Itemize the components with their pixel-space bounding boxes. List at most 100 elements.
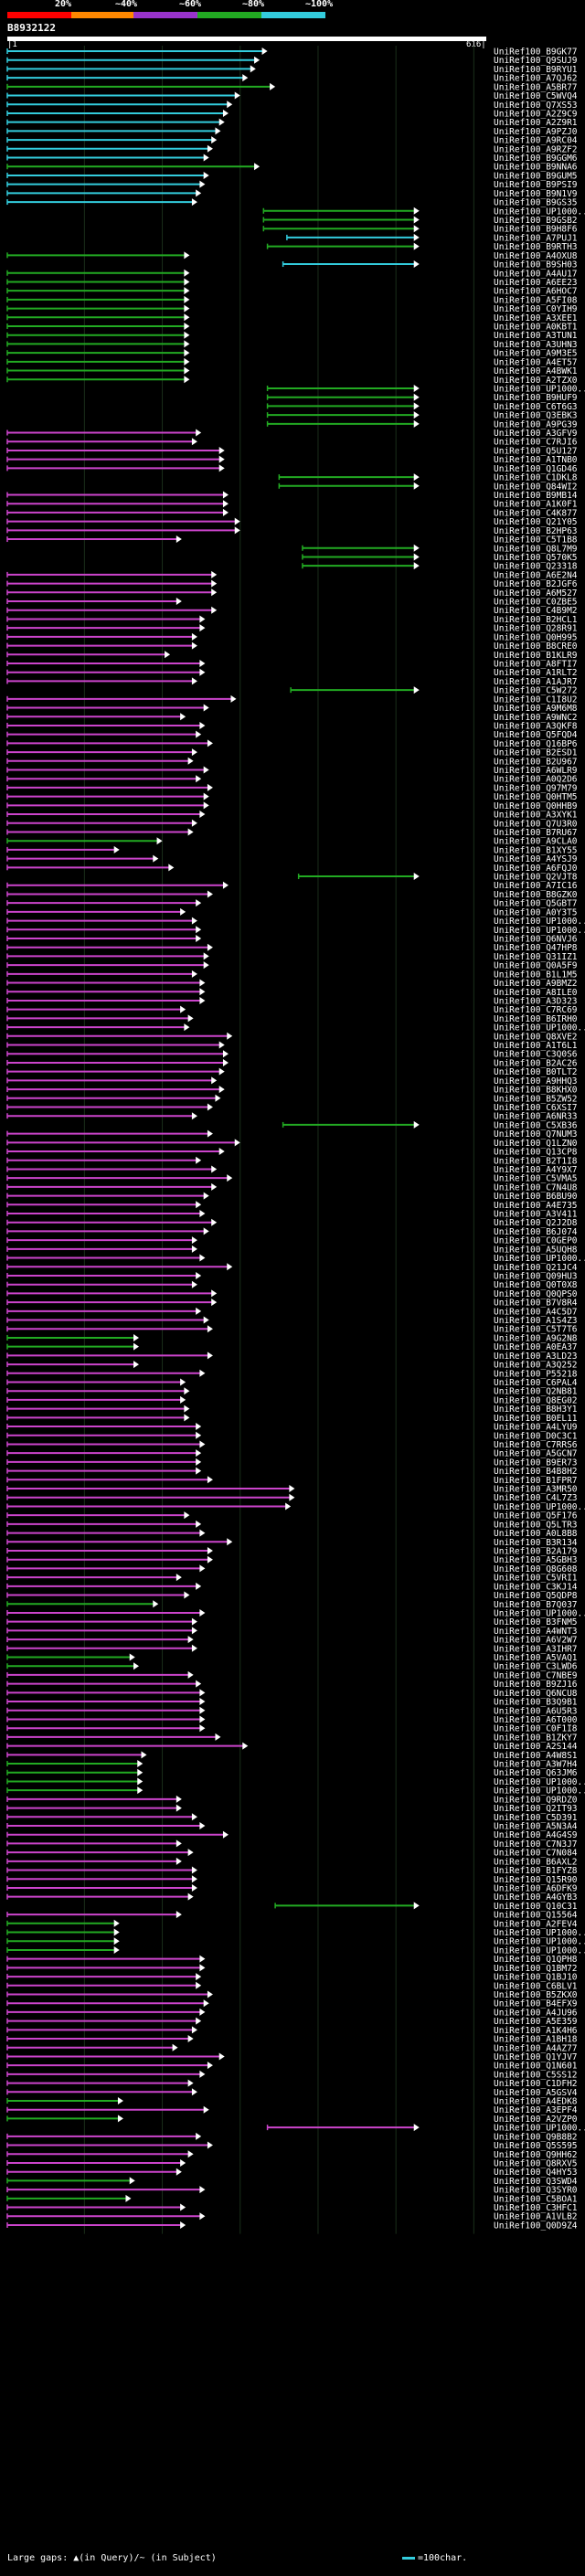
- hit-row[interactable]: UniRef100_A1BH18: [6, 2035, 578, 2045]
- hit-row[interactable]: UniRef100_A9PG39: [266, 419, 578, 429]
- hit-row[interactable]: UniRef100_Q15564: [6, 1911, 578, 1921]
- hit-label[interactable]: UniRef100_B9GS35: [494, 198, 578, 208]
- hit-row[interactable]: UniRef100_A3QKF8: [6, 721, 578, 731]
- hit-row[interactable]: UniRef100_B2T1I8: [6, 1156, 578, 1166]
- hit-label[interactable]: UniRef100_A3XEE1: [494, 313, 578, 323]
- hit-label[interactable]: UniRef100_Q8L7M9: [494, 544, 578, 554]
- hit-row[interactable]: UniRef100_A3Q252: [6, 1361, 578, 1371]
- hit-row[interactable]: UniRef100_B5ZKX0: [6, 1990, 578, 2000]
- hit-row[interactable]: UniRef100_Q21JC4: [6, 1263, 578, 1273]
- hit-row[interactable]: UniRef100_A4AU17: [6, 269, 578, 279]
- hit-row[interactable]: UniRef100_A1RLT2: [6, 668, 578, 678]
- hit-row[interactable]: UniRef100_A9WNC2: [6, 713, 578, 723]
- hit-row[interactable]: UniRef100_Q10C31: [274, 1902, 578, 1912]
- hit-row[interactable]: UniRef100_Q5S595: [6, 2141, 578, 2151]
- hit-label[interactable]: UniRef100_Q6NCU8: [494, 1689, 578, 1699]
- hit-row[interactable]: UniRef100_Q47HP8: [6, 943, 578, 953]
- hit-row[interactable]: UniRef100_Q1N601: [6, 2062, 578, 2072]
- hit-row[interactable]: UniRef100_Q1GD46: [6, 464, 578, 474]
- hit-label[interactable]: UniRef100_Q47HP8: [494, 943, 578, 953]
- hit-row[interactable]: UniRef100_UP1000...: [6, 1023, 585, 1034]
- hit-label[interactable]: UniRef100_B1L1M5: [494, 970, 578, 980]
- hit-label[interactable]: UniRef100_A4LYU9: [494, 1423, 578, 1433]
- hit-row[interactable]: UniRef100_C1DFH2: [6, 2079, 578, 2089]
- hit-row[interactable]: UniRef100_Q84WI2: [278, 482, 578, 492]
- hit-row[interactable]: UniRef100_B1XY55: [6, 845, 578, 855]
- hit-label[interactable]: UniRef100_A6HOC7: [494, 287, 578, 297]
- hit-label[interactable]: UniRef100_Q21JC4: [494, 1263, 578, 1273]
- hit-row[interactable]: UniRef100_A9RZF2: [6, 144, 578, 154]
- hit-label[interactable]: UniRef100_A5VAQ1: [494, 1653, 578, 1663]
- hit-label[interactable]: UniRef100_Q5LTR3: [494, 1520, 578, 1530]
- hit-row[interactable]: UniRef100_Q8EG02: [6, 1395, 578, 1405]
- hit-row[interactable]: UniRef100_B2HP63: [6, 526, 578, 536]
- hit-label[interactable]: UniRef100_A3XYK1: [494, 811, 578, 821]
- hit-label[interactable]: UniRef100_A4YSJ9: [494, 854, 578, 864]
- hit-row[interactable]: UniRef100_B7Q037: [6, 1600, 578, 1610]
- hit-row[interactable]: UniRef100_A1T6L1: [6, 1041, 578, 1051]
- hit-row[interactable]: UniRef100_C6PAL4: [6, 1378, 578, 1388]
- hit-label[interactable]: UniRef100_UP1000...: [494, 2124, 585, 2134]
- hit-row[interactable]: UniRef100_B9GK77: [6, 48, 578, 58]
- hit-row[interactable]: UniRef100_A4W8S1: [6, 1751, 578, 1761]
- hit-row[interactable]: UniRef100_C7NBE9: [6, 1670, 578, 1680]
- hit-row[interactable]: UniRef100_A4ET57: [6, 357, 578, 367]
- hit-label[interactable]: UniRef100_A9M6M8: [494, 704, 578, 714]
- hit-row[interactable]: UniRef100_C5T1B8: [6, 535, 578, 546]
- hit-row[interactable]: UniRef100_A7PUJ1: [286, 233, 578, 243]
- hit-row[interactable]: UniRef100_Q9B8B2: [6, 2132, 578, 2142]
- hit-row[interactable]: UniRef100_C5BOA1: [6, 2194, 578, 2204]
- hit-row[interactable]: UniRef100_C6XSI7: [6, 1103, 578, 1113]
- hit-row[interactable]: UniRef100_A0KBT1: [6, 323, 578, 333]
- hit-row[interactable]: UniRef100_B9H8F6: [262, 225, 578, 235]
- hit-label[interactable]: UniRef100_B3FNM5: [494, 1617, 578, 1627]
- hit-row[interactable]: UniRef100_A0Q2D6: [6, 775, 578, 785]
- hit-row[interactable]: UniRef100_Q0HTM5: [6, 792, 578, 802]
- hit-label[interactable]: UniRef100_C7N084: [494, 1849, 578, 1859]
- hit-label[interactable]: UniRef100_A9M3E5: [494, 349, 578, 359]
- hit-label[interactable]: UniRef100_B9ER73: [494, 1458, 578, 1468]
- hit-row[interactable]: UniRef100_B2A179: [6, 1546, 578, 1556]
- hit-row[interactable]: UniRef100_B2ESD1: [6, 748, 578, 758]
- hit-row[interactable]: UniRef100_B6AXL2: [6, 1857, 578, 1867]
- hit-row[interactable]: UniRef100_A4E735: [6, 1201, 578, 1211]
- hit-label[interactable]: UniRef100_A6V2W7: [494, 1636, 578, 1646]
- hit-label[interactable]: UniRef100_C1I8U2: [494, 694, 578, 705]
- hit-row[interactable]: UniRef100_Q3EBK3: [266, 411, 578, 421]
- hit-row[interactable]: UniRef100_A9G2N8: [6, 1333, 578, 1343]
- hit-label[interactable]: UniRef100_A6NR33: [494, 1112, 578, 1122]
- hit-row[interactable]: UniRef100_C3Q0S6: [6, 1050, 578, 1060]
- hit-row[interactable]: UniRef100_B9PSI9: [6, 180, 578, 190]
- hit-label[interactable]: UniRef100_A9G2N8: [494, 1333, 578, 1343]
- hit-label[interactable]: UniRef100_B9RYU1: [494, 65, 578, 75]
- hit-row[interactable]: UniRef100_B3R134: [6, 1538, 578, 1548]
- hit-label[interactable]: UniRef100_A4OXU8: [494, 251, 578, 261]
- hit-label[interactable]: UniRef100_B9MB14: [494, 491, 578, 501]
- hit-row[interactable]: UniRef100_UP1000...: [6, 1945, 585, 1956]
- hit-label[interactable]: UniRef100_Q9RDZ0: [494, 1795, 578, 1805]
- hit-label[interactable]: UniRef100_UP1000...: [494, 1023, 585, 1034]
- hit-label[interactable]: UniRef100_Q3SWD4: [494, 2177, 578, 2187]
- hit-label[interactable]: UniRef100_C6PAL4: [494, 1378, 578, 1388]
- hit-row[interactable]: UniRef100_A9M6M8: [6, 704, 578, 714]
- hit-row[interactable]: UniRef100_C3KJ14: [6, 1582, 578, 1592]
- hit-label[interactable]: UniRef100_A7IC16: [494, 881, 578, 891]
- hit-label[interactable]: UniRef100_Q8G608: [494, 1564, 578, 1574]
- hit-label[interactable]: UniRef100_Q09HU3: [494, 1271, 578, 1281]
- hit-row[interactable]: UniRef100_A0Y3T5: [6, 907, 578, 917]
- hit-row[interactable]: UniRef100_A6E2N4: [6, 570, 578, 580]
- hit-row[interactable]: UniRef100_B1FYZ8: [6, 1866, 578, 1876]
- hit-row[interactable]: UniRef100_Q9RDZ0: [6, 1795, 578, 1805]
- hit-row[interactable]: UniRef100_Q15R90: [6, 1875, 578, 1885]
- hit-label[interactable]: UniRef100_A4C5D7: [494, 1307, 578, 1317]
- hit-label[interactable]: UniRef100_A0L8B8: [494, 1529, 578, 1539]
- hit-row[interactable]: UniRef100_Q2IT93: [6, 1804, 578, 1814]
- hit-label[interactable]: UniRef100_B7Q037: [494, 1600, 578, 1610]
- hit-label[interactable]: UniRef100_B2U967: [494, 757, 578, 767]
- hit-row[interactable]: UniRef100_A5E359: [6, 2017, 578, 2027]
- hit-label[interactable]: UniRef100_A2Z9C9: [494, 109, 578, 119]
- hit-label[interactable]: UniRef100_A2FEV4: [494, 1919, 578, 1929]
- hit-row[interactable]: UniRef100_A4LYU9: [6, 1423, 578, 1433]
- hit-row[interactable]: UniRef100_C5T7T6: [6, 1325, 578, 1335]
- hit-row[interactable]: UniRef100_Q8L7M9: [302, 544, 578, 554]
